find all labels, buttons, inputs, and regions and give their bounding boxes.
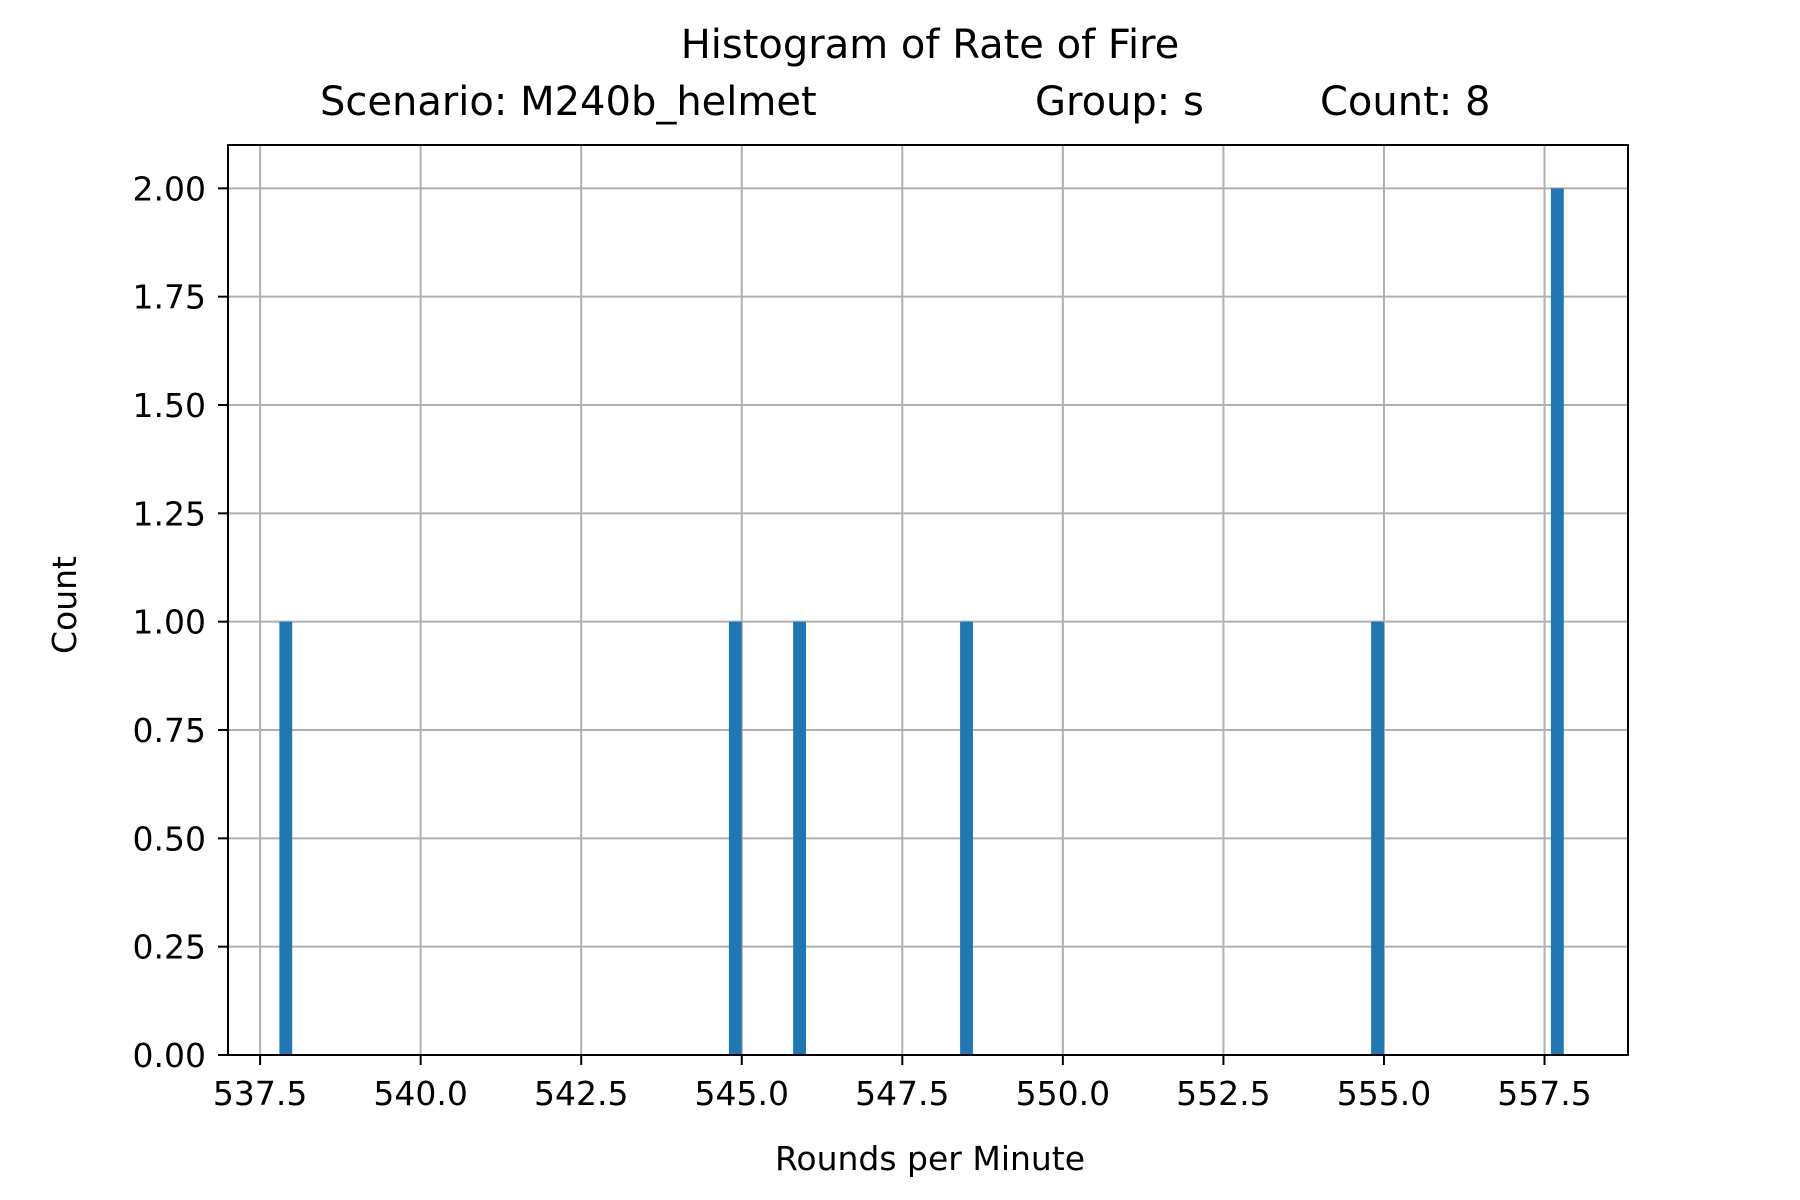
x-axis-label: Rounds per Minute — [775, 1139, 1085, 1178]
axis-ticks: 537.5 540.0 542.5 545.0 547.5 550.0 552.5 555.0… — [133, 169, 1592, 1113]
y-tick-label: 0.50 — [133, 819, 206, 858]
x-tick-label: 557.5 — [1497, 1074, 1591, 1113]
x-tick-label: 550.0 — [1016, 1074, 1110, 1113]
chart-title: Histogram of Rate of Fire — [681, 22, 1180, 68]
y-tick-label: 1.75 — [133, 278, 206, 317]
x-tick-label: 545.0 — [695, 1074, 789, 1113]
x-tick-label: 547.5 — [855, 1074, 949, 1113]
histogram-bar — [793, 621, 806, 1055]
bars — [279, 188, 1564, 1056]
histogram-bar — [728, 621, 742, 1055]
y-tick-label: 1.50 — [133, 386, 206, 425]
y-tick-label: 1.25 — [133, 494, 206, 533]
y-tick-label: 2.00 — [133, 169, 206, 208]
histogram-bar — [1371, 621, 1384, 1055]
chart-subtitle-count: Count: 8 — [1320, 79, 1490, 125]
x-tick-label: 540.0 — [373, 1074, 467, 1113]
y-tick-label: 0.75 — [133, 711, 206, 750]
x-tick-label: 542.5 — [534, 1074, 628, 1113]
grid-lines — [228, 145, 1628, 1056]
chart-subtitle-group: Group: s — [1035, 79, 1204, 125]
x-tick-label: 537.5 — [213, 1074, 307, 1113]
histogram-bar — [1550, 188, 1564, 1056]
y-tick-label: 0.25 — [133, 928, 206, 967]
y-tick-label: 0.00 — [133, 1036, 206, 1075]
histogram-bar — [279, 621, 293, 1055]
plot-frame — [227, 144, 1629, 1056]
histogram-bar — [960, 621, 973, 1055]
chart-subtitle-scenario: Scenario: M240b_helmet — [320, 79, 817, 125]
y-axis-label: Count — [45, 556, 84, 654]
y-tick-label: 1.00 — [133, 603, 206, 642]
x-tick-label: 555.0 — [1337, 1074, 1431, 1113]
x-tick-label: 552.5 — [1176, 1074, 1270, 1113]
